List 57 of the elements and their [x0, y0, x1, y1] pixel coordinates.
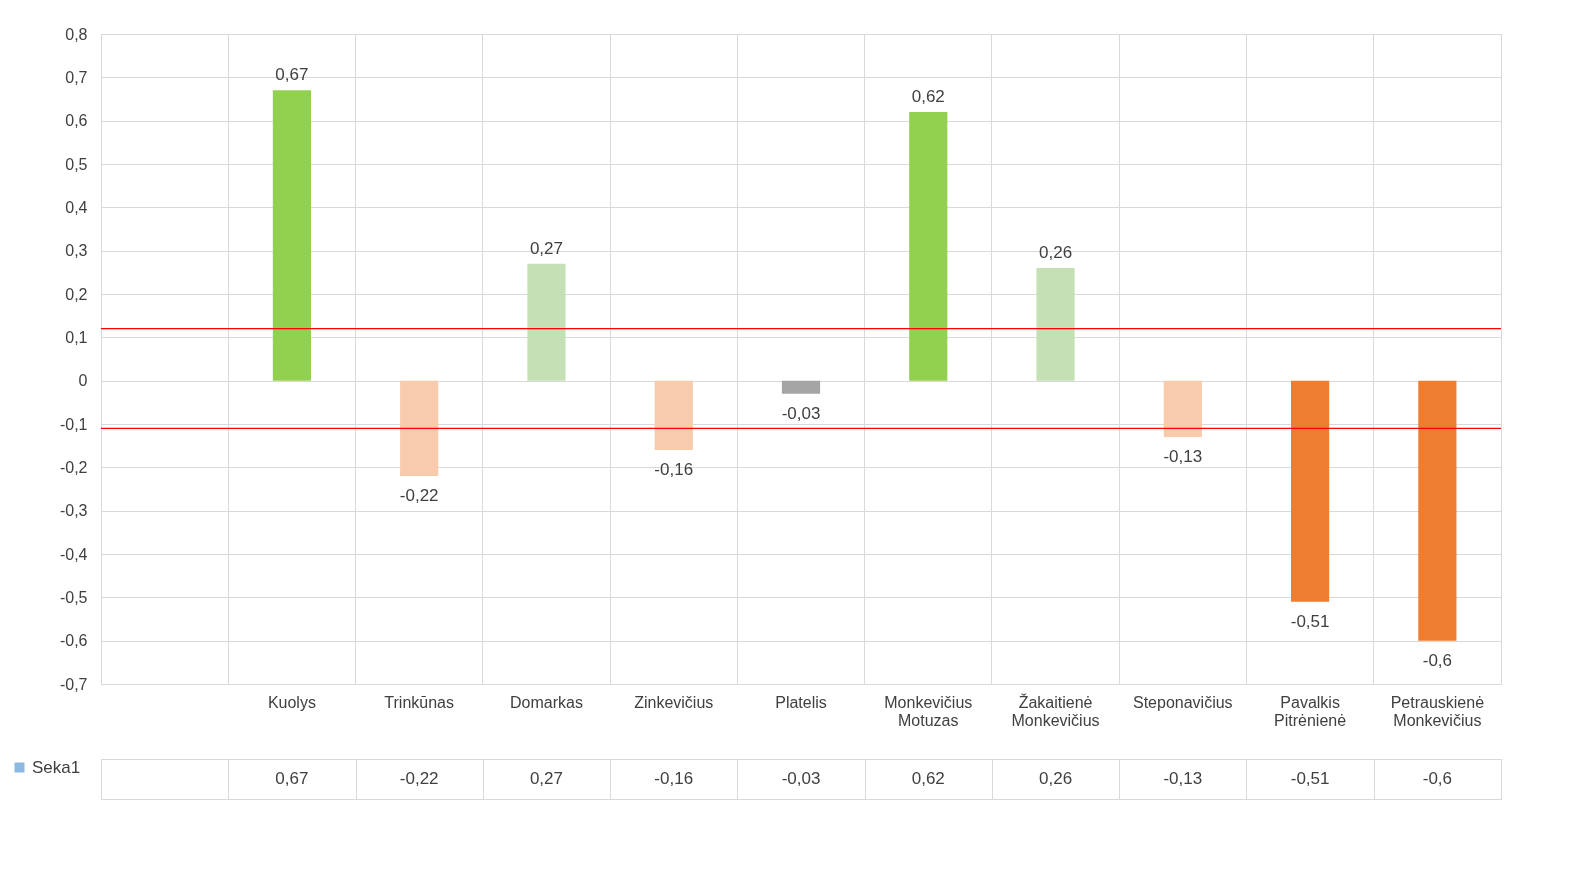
y-tick-label: 0,2	[65, 285, 88, 303]
y-tick-label: -0,2	[59, 458, 88, 476]
text: -0,6	[1422, 650, 1453, 670]
data-label: 0,27	[529, 769, 563, 788]
data-label: -0,51	[1290, 769, 1330, 788]
bar	[400, 380, 439, 476]
text: -0,16	[654, 460, 694, 479]
text: 0,27	[529, 238, 563, 258]
y-tick-label: -0,5	[59, 588, 88, 606]
bar	[527, 263, 566, 381]
y-tick-label: -0,1	[59, 415, 88, 433]
x-tick-label: Trinkūnas	[384, 693, 455, 711]
y-tick-label: 0,4	[65, 198, 88, 216]
data-label: 0,62	[911, 769, 945, 788]
text: -0,22	[399, 486, 439, 505]
y-tick-label: 0,6	[65, 112, 88, 130]
data-label: 0,67	[275, 769, 309, 788]
bar	[1036, 268, 1075, 381]
text: -0,13	[1163, 447, 1203, 466]
x-tick-label: Pavalkis Pitrėnienė	[1274, 693, 1347, 729]
data-label: -0,6	[1422, 769, 1453, 788]
bar	[1418, 380, 1457, 641]
x-tick-label: Monkevičius Motuzas	[884, 693, 973, 729]
y-tick-label: 0,7	[65, 68, 88, 86]
text: -0,51	[1290, 611, 1330, 631]
text: 0,62	[911, 87, 945, 106]
y-tick-label: 0,8	[65, 25, 88, 43]
text: -0,03	[781, 403, 821, 423]
y-tick-label: 0,3	[65, 242, 88, 260]
bar	[272, 90, 311, 381]
y-tick-label: 0	[78, 372, 88, 390]
x-tick-label: Petrauskienė Monkevičius	[1390, 693, 1485, 729]
data-label: -0,16	[654, 769, 694, 788]
text: 0,26	[1039, 243, 1073, 262]
x-tick-label: Zinkevičius	[634, 693, 714, 711]
bar	[909, 112, 948, 381]
text: Seka1	[32, 757, 81, 777]
data-label: 0,26	[1039, 769, 1073, 788]
y-tick-label: -0,6	[59, 632, 88, 650]
y-tick-label: -0,3	[59, 502, 88, 520]
bar	[781, 380, 821, 394]
y-tick-label: -0,7	[59, 675, 88, 693]
text: 0,67	[275, 65, 309, 85]
bar	[1163, 380, 1202, 437]
x-tick-label: Platelis	[775, 693, 827, 711]
x-tick-label: Domarkas	[510, 693, 583, 711]
x-tick-label: Kuolys	[267, 693, 316, 711]
data-label: -0,13	[1163, 769, 1203, 788]
data-label: -0,22	[399, 769, 439, 788]
y-tick-label: 0,1	[65, 328, 88, 346]
bar	[1291, 380, 1330, 602]
y-tick-label: 0,5	[65, 155, 88, 173]
bar	[654, 380, 693, 450]
x-tick-label: Žakaitienė Monkevičius	[1011, 692, 1100, 729]
data-label: -0,03	[781, 769, 821, 788]
y-tick-label: -0,4	[59, 545, 88, 563]
x-tick-label: Steponavičius	[1133, 693, 1233, 711]
